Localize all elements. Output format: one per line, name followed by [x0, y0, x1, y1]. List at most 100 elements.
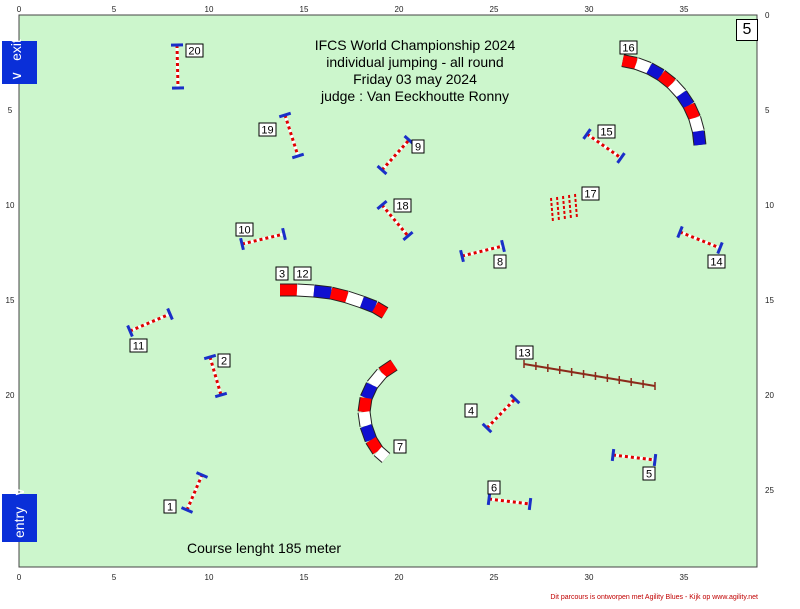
number-text: 15 [600, 127, 612, 139]
obstacle-number-6: 6 [488, 481, 500, 495]
obstacle-number-4: 4 [465, 404, 477, 418]
tunnel-segment [689, 105, 695, 118]
tunnel-segment [649, 68, 661, 75]
tunnel-segment [314, 291, 331, 293]
footer-credit: Dit parcours is ontworpen met Agility Bl… [550, 594, 758, 601]
obstacle-number-13: 13 [516, 346, 533, 360]
y-tick-label-right: 10 [765, 201, 774, 210]
tunnel-segment [347, 297, 362, 302]
x-tick-label-bottom: 25 [490, 573, 499, 582]
tunnel-segment [364, 398, 366, 412]
tunnel-segment [382, 365, 394, 373]
y-tick-label-left: 20 [6, 391, 15, 400]
obstacle-number-19: 19 [259, 123, 276, 137]
x-tick-label-top: 15 [300, 5, 309, 14]
number-text: 20 [188, 46, 200, 58]
x-tick-label-bottom: 30 [585, 573, 594, 582]
x-tick-label-top: 10 [205, 5, 214, 14]
y-tick-label-right: 5 [765, 106, 770, 115]
obstacle-number-18: 18 [394, 199, 411, 213]
number-text: 13 [518, 348, 530, 360]
tunnel-segment [623, 61, 637, 64]
tunnel-segment [672, 84, 681, 94]
number-text: 2 [221, 356, 227, 368]
y-tick-label-right: 20 [765, 391, 774, 400]
x-tick-label-top: 0 [17, 5, 22, 14]
y-tick-label-left: 15 [6, 296, 15, 305]
number-text: 12 [296, 269, 308, 281]
x-tick-label-bottom: 5 [112, 573, 117, 582]
tunnel-segment [362, 302, 375, 307]
event-title: IFCS World Championship 2024 [260, 37, 570, 54]
tunnel-segment [378, 451, 386, 458]
y-tick-label-left: 10 [6, 201, 15, 210]
x-tick-label-bottom: 20 [395, 573, 404, 582]
judge-name: judge : Van Eeckhoutte Ronny [260, 88, 570, 105]
number-text: 4 [468, 406, 474, 418]
exit-arrow-icon: ∨ [8, 71, 24, 81]
obstacle-number-7: 7 [394, 440, 406, 454]
course-number-badge: 5 [736, 19, 758, 41]
obstacle-number-15: 15 [598, 125, 615, 139]
entry-arrow-icon: ∨ [11, 487, 27, 497]
tunnel-segment [364, 412, 366, 426]
number-text: 1 [167, 502, 173, 514]
obstacle-number-10: 10 [236, 223, 253, 237]
obstacle-number-12: 12 [294, 267, 311, 281]
number-text: 8 [497, 257, 503, 269]
tunnel-segment [366, 385, 372, 398]
jump-wing [612, 449, 613, 461]
tunnel-segment [681, 94, 689, 106]
number-text: 17 [584, 189, 596, 201]
x-tick-label-top: 5 [112, 5, 117, 14]
tunnel-segment [297, 290, 314, 291]
number-text: 3 [279, 269, 285, 281]
number-text: 7 [397, 442, 403, 454]
tunnel-segment [698, 131, 700, 145]
obstacle-number-16: 16 [620, 41, 637, 55]
x-tick-label-top: 20 [395, 5, 404, 14]
x-tick-label-top: 35 [680, 5, 689, 14]
number-text: 6 [491, 483, 497, 495]
entry-sign: entry ∨ [2, 494, 37, 542]
tunnel-segment [331, 293, 347, 297]
course-length: Course lenght 185 meter [187, 540, 341, 556]
entry-label: entry [11, 507, 27, 538]
jump-wing [488, 493, 489, 505]
x-tick-label-bottom: 10 [205, 573, 214, 582]
exit-sign: ∨ exit [2, 41, 37, 84]
y-tick-label-left: 5 [8, 106, 13, 115]
x-tick-label-bottom: 35 [680, 573, 689, 582]
tunnel-segment [366, 426, 371, 440]
tunnel-segment [375, 307, 385, 313]
tunnel-segment [372, 373, 382, 385]
number-text: 5 [646, 469, 652, 481]
number-text: 11 [133, 341, 144, 353]
tunnel-segment [661, 75, 672, 84]
y-tick-label-right: 0 [765, 11, 770, 20]
y-tick-label-right: 25 [765, 486, 774, 495]
obstacle-number-2: 2 [218, 354, 230, 368]
obstacle-number-9: 9 [412, 140, 424, 154]
number-text: 14 [710, 257, 722, 269]
jump-wing [654, 454, 655, 466]
event-date: Friday 03 may 2024 [260, 71, 570, 88]
number-text: 19 [261, 125, 273, 137]
exit-label: exit [8, 39, 24, 61]
tunnel-segment [371, 440, 378, 451]
obstacle-number-1: 1 [164, 500, 176, 514]
number-text: 18 [396, 201, 408, 213]
x-tick-label-bottom: 15 [300, 573, 309, 582]
obstacle-number-3: 3 [276, 267, 288, 281]
obstacle-number-14: 14 [708, 255, 725, 269]
event-subtitle: individual jumping - all round [260, 54, 570, 71]
tunnel-segment [695, 118, 699, 131]
x-tick-label-top: 30 [585, 5, 594, 14]
obstacle-number-11: 11 [130, 339, 147, 353]
obstacle-number-5: 5 [643, 467, 655, 481]
number-text: 9 [415, 142, 421, 154]
number-text: 10 [238, 225, 250, 237]
y-tick-label-right: 15 [765, 296, 774, 305]
obstacle-number-20: 20 [186, 44, 203, 58]
